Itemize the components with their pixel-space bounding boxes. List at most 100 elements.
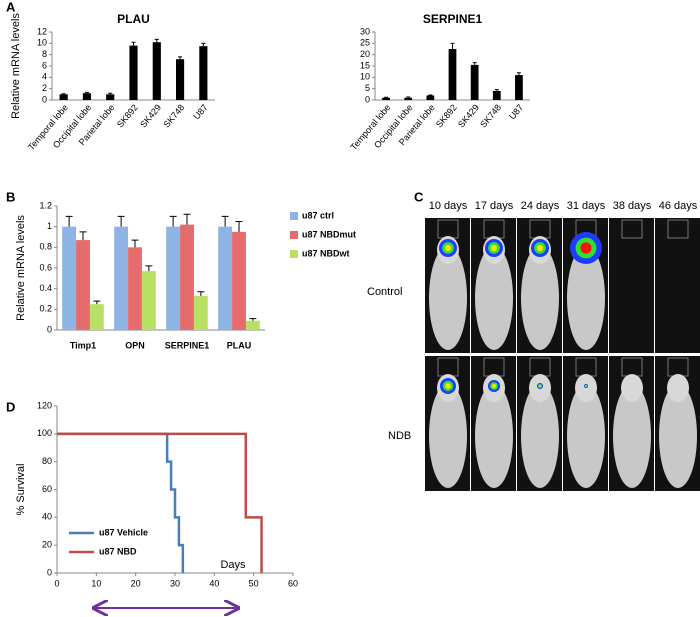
x-tick-label: U87 [507,102,525,121]
y-tick-label: 0.6 [39,262,52,272]
x-tick-label: 20 [131,578,141,588]
x-tick-label: 10 [91,578,101,588]
error-bar [169,215,177,227]
error-bar [65,215,73,227]
bar [166,226,181,330]
y-tick-label: 0 [47,567,52,577]
y-tick-label: 80 [42,456,52,466]
bar [141,271,156,330]
signal-core [445,383,451,389]
bar [128,247,142,330]
bar [382,97,390,100]
row-label: Control [367,286,402,298]
error-bar [183,213,191,225]
mouse-body [567,246,605,350]
y-axis-label: Relative mRNA levels [10,13,22,119]
error-bar [79,231,87,241]
column-label: 10 days [429,200,468,212]
panel-label: B [6,189,15,204]
x-tick-label: SK892 [434,102,459,129]
row-label: NDB [388,430,411,442]
y-tick-label: 30 [360,26,370,36]
bar [470,64,479,100]
image-frame [609,218,654,353]
y-tick-label: 1.2 [39,200,52,210]
bar [76,240,90,330]
legend-swatch [290,231,298,239]
error-bar [61,93,66,95]
chart-title: PLAU [117,12,150,26]
column-label: 46 days [659,200,698,212]
legend-label: u87 NBDmut [302,229,356,239]
error-bar [406,96,411,98]
bar [152,42,161,100]
column-label: 38 days [613,200,652,212]
bar [175,59,185,100]
signal-core [490,244,498,252]
y-tick-label: 1 [47,221,52,231]
bar [426,95,435,100]
y-tick-label: 6 [42,60,47,70]
survival-line [57,432,185,573]
column-label: 31 days [567,200,606,212]
error-bar [145,265,153,272]
bar [245,320,260,330]
y-tick-label: 20 [360,49,370,59]
y-tick-label: 0 [42,94,47,104]
x-tick-label: U87 [191,102,209,121]
error-bar [117,215,125,227]
bar [199,46,208,100]
signal-core [538,384,542,388]
bar [492,90,501,100]
bar [448,49,457,100]
bar [404,97,413,100]
legend-swatch [290,250,298,258]
panel-label: A [6,0,16,14]
signal-core [585,385,587,387]
survival-line [57,432,263,573]
signal-core [580,242,592,254]
mouse-body [521,384,559,488]
error-bar [221,215,229,227]
error-bar [249,318,257,321]
y-tick-label: 10 [37,38,47,48]
x-tick-label: 30 [170,578,180,588]
mouse-body [521,246,559,350]
y-tick-label: 0.4 [39,283,52,293]
y-axis-label: % Survival [15,464,27,516]
panel-label: D [6,399,15,414]
error-bar [201,42,206,47]
bar [106,94,115,100]
mouse-body [429,246,467,350]
y-tick-label: 12 [37,26,47,36]
legend-label: u87 ctrl [302,210,334,220]
y-tick-label: 5 [365,83,370,93]
y-tick-label: 4 [42,72,47,82]
y-tick-label: 40 [42,512,52,522]
x-tick-label: SK429 [456,102,481,129]
y-tick-label: 25 [360,38,370,48]
error-bar [108,92,113,95]
y-tick-label: 0.2 [39,304,52,314]
y-axis-label: Relative mRNA levels [15,215,27,321]
bar [114,226,129,330]
y-tick-label: 20 [42,540,52,550]
mouse-head [667,374,689,402]
bar [232,231,246,330]
error-bar [84,91,89,94]
y-tick-label: 8 [42,49,47,59]
mouse-body [567,384,605,488]
x-tick-label: 0 [54,578,59,588]
signal-core [444,244,452,252]
error-bar [131,41,136,46]
x-tick-label: Timp1 [70,340,96,350]
mouse-body [475,384,513,488]
y-tick-label: 2 [42,83,47,93]
bar [59,94,68,100]
mouse-head [621,374,643,402]
x-tick-label: 60 [288,578,298,588]
mouse-body [613,384,651,488]
error-bar [93,300,101,305]
bar [193,295,208,330]
